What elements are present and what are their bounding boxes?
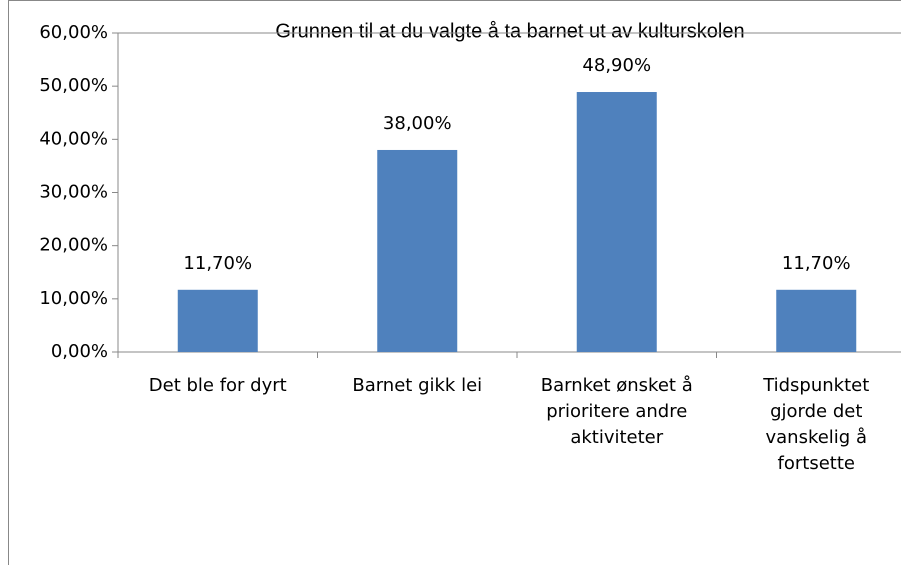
- data-label: 48,90%: [582, 55, 651, 76]
- x-tick-label: Barnet gikk lei: [352, 375, 483, 396]
- y-tick-label: 30,00%: [39, 182, 108, 203]
- x-tick-label: Barnket ønsket å prioritere andre aktivi…: [540, 375, 693, 448]
- y-tick-label: 40,00%: [39, 128, 108, 149]
- chart-title: Grunnen til at du valgte å ta barnet ut …: [275, 20, 744, 42]
- y-tick-label: 10,00%: [39, 288, 108, 309]
- data-label: 11,70%: [183, 253, 252, 274]
- y-tick-label: 50,00%: [39, 75, 108, 96]
- y-tick-label: 60,00%: [39, 22, 108, 43]
- x-tick-label: Tidspunktet gjorde det vanskelig å forts…: [763, 375, 870, 474]
- bar: [377, 149, 458, 352]
- bar: [776, 289, 857, 352]
- bar: [177, 289, 258, 352]
- data-label: 38,00%: [383, 113, 452, 134]
- y-tick-label: 20,00%: [39, 235, 108, 256]
- y-tick-label: 0,00%: [51, 341, 108, 362]
- bar: [576, 92, 657, 352]
- x-tick-label: Det ble for dyrt: [148, 375, 287, 396]
- data-label: 11,70%: [782, 253, 851, 274]
